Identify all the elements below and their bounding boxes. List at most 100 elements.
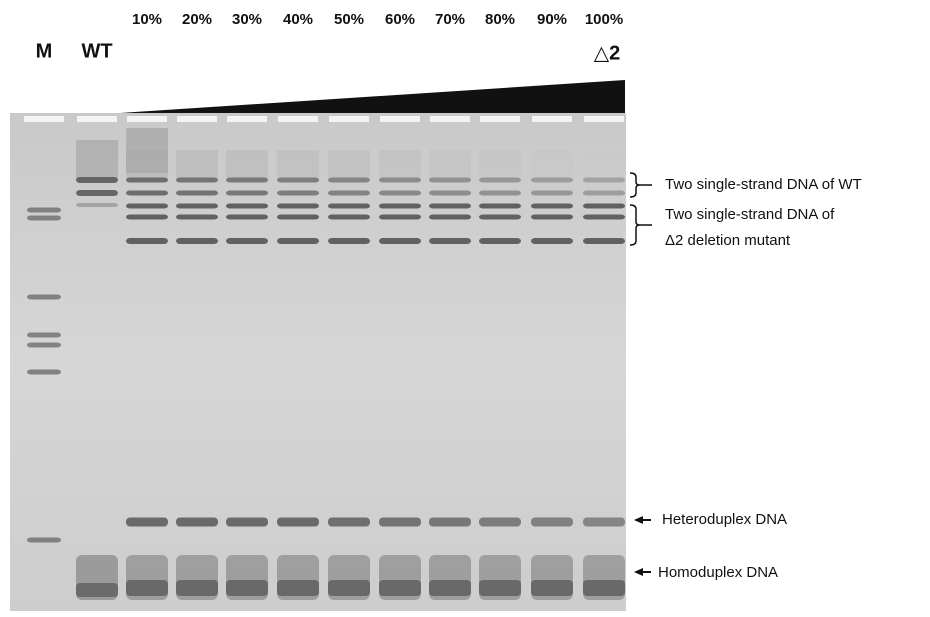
band (429, 177, 471, 183)
band (429, 517, 471, 527)
lane-label: 30% (232, 11, 262, 28)
band (176, 190, 218, 196)
band (328, 238, 370, 244)
band (176, 214, 218, 220)
lane-label: 50% (334, 11, 364, 28)
lane-label: M (36, 40, 53, 62)
band (76, 203, 118, 207)
lane-label: 40% (283, 11, 313, 28)
lane-label: 10% (132, 11, 162, 28)
band (328, 177, 370, 183)
band (126, 517, 168, 527)
annotation: Δ2 deletion mutant (665, 232, 791, 249)
annotation: Homoduplex DNA (658, 564, 778, 581)
band (76, 583, 118, 597)
band (379, 517, 421, 527)
band (531, 214, 573, 220)
band (226, 177, 268, 183)
band (126, 177, 168, 183)
well (430, 116, 470, 122)
band (277, 517, 319, 527)
band (328, 203, 370, 209)
band (328, 517, 370, 527)
band (479, 238, 521, 244)
band (583, 177, 625, 183)
smear (328, 150, 370, 178)
band (277, 190, 319, 196)
band (479, 517, 521, 527)
smear (226, 150, 268, 178)
well (584, 116, 624, 122)
band (176, 203, 218, 209)
smear (583, 150, 625, 178)
band (277, 214, 319, 220)
gradient-wedge (120, 80, 625, 113)
band (479, 203, 521, 209)
band (277, 580, 319, 596)
band (479, 190, 521, 196)
annotation: Heteroduplex DNA (662, 511, 787, 528)
band (126, 238, 168, 244)
band (328, 580, 370, 596)
band (27, 332, 61, 338)
well (480, 116, 520, 122)
band (531, 517, 573, 527)
band (583, 203, 625, 209)
well (278, 116, 318, 122)
band (226, 517, 268, 527)
band (76, 190, 118, 196)
band (277, 238, 319, 244)
arrow (634, 568, 651, 576)
well (227, 116, 267, 122)
band (379, 214, 421, 220)
well (177, 116, 217, 122)
lane-label: WT (81, 40, 112, 62)
lane-label: 80% (485, 11, 515, 28)
smear (429, 150, 471, 178)
annotation: Two single-strand DNA of (665, 206, 835, 223)
band (479, 177, 521, 183)
band (583, 580, 625, 596)
band (76, 177, 118, 183)
band (176, 238, 218, 244)
lanes (24, 116, 625, 600)
arrow (634, 516, 651, 524)
band (27, 342, 61, 348)
well (532, 116, 572, 122)
band (429, 190, 471, 196)
band (379, 177, 421, 183)
band (126, 214, 168, 220)
smear (277, 150, 319, 178)
band (27, 369, 61, 375)
band (176, 177, 218, 183)
lane-label: 60% (385, 11, 415, 28)
smear (379, 150, 421, 178)
band (379, 203, 421, 209)
band (176, 517, 218, 527)
band (277, 177, 319, 183)
well (127, 116, 167, 122)
band (126, 190, 168, 196)
band (429, 580, 471, 596)
brace (629, 204, 641, 246)
annotation: Two single-strand DNA of WT (665, 176, 862, 193)
band (328, 190, 370, 196)
well (24, 116, 64, 122)
well (329, 116, 369, 122)
band (27, 294, 61, 300)
band (479, 214, 521, 220)
brace (629, 172, 641, 198)
lane-label: 90% (537, 11, 567, 28)
band (379, 190, 421, 196)
band (531, 190, 573, 196)
band (379, 238, 421, 244)
well (77, 116, 117, 122)
band (531, 177, 573, 183)
smear (531, 150, 573, 178)
lane-label: 100% (585, 11, 623, 28)
lane-label: 70% (435, 11, 465, 28)
band (226, 580, 268, 596)
band (226, 214, 268, 220)
